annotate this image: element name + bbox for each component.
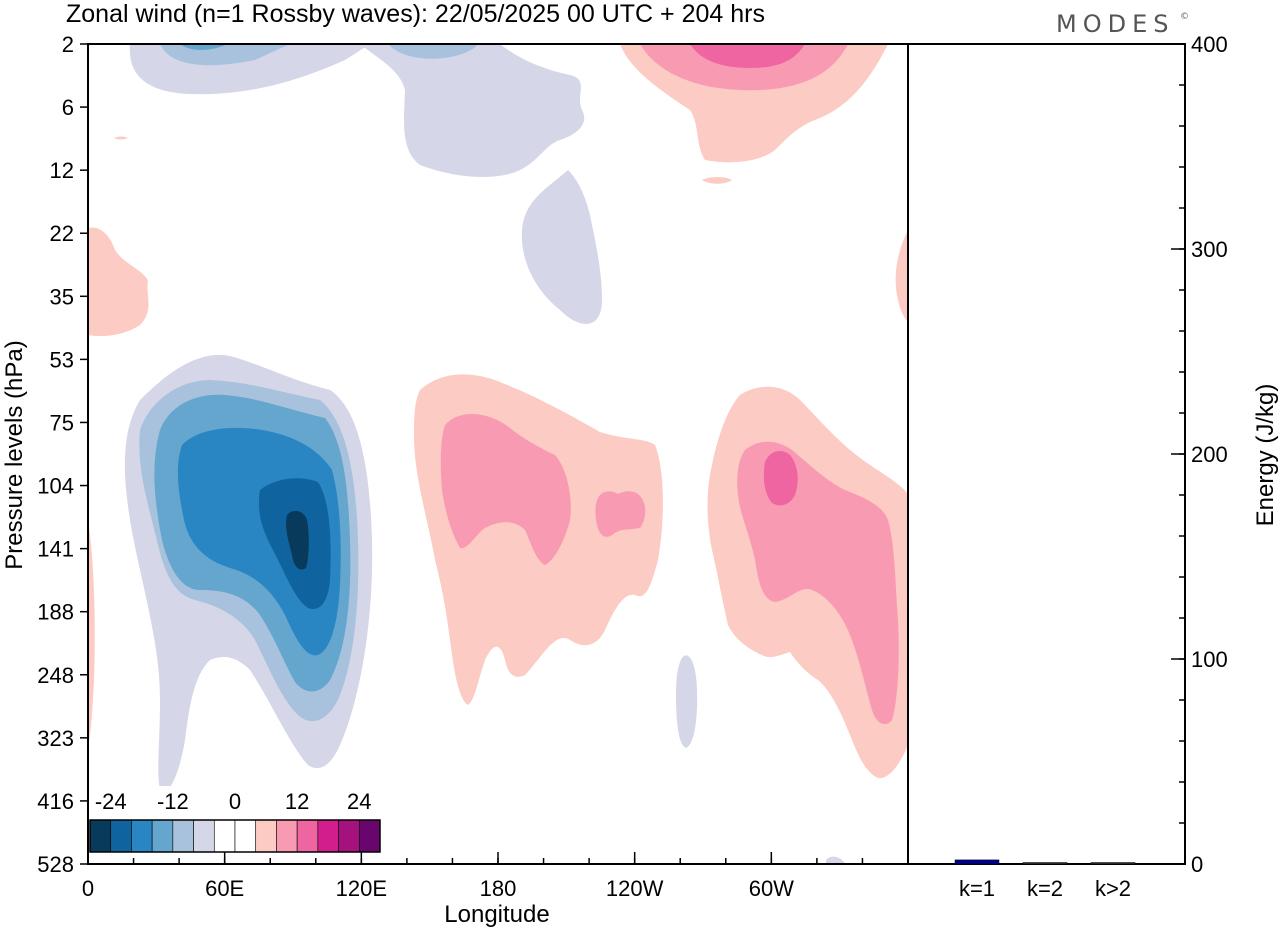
x-tick-label: 0 (82, 876, 94, 901)
colorbar-cell (213, 819, 236, 853)
y-tick-label: 323 (37, 726, 74, 751)
x-tick-label: 60W (749, 876, 794, 901)
colorbar-cells (89, 819, 381, 853)
contour-pos-top-3 (690, 44, 805, 68)
colorbar-cell (317, 819, 339, 853)
colorbar-label: 12 (285, 789, 309, 814)
y-tick-label: 53 (50, 347, 74, 372)
y-tick-label: 104 (37, 474, 74, 499)
y-tick-label: 12 (50, 158, 74, 183)
colorbar-label: 0 (229, 789, 241, 814)
contour-neg-drip (521, 170, 602, 324)
y-axis: 2 6 12 22 35 53 75 104 141 188 248 323 416 528 (37, 32, 88, 877)
energy-axis: 0 100 200 300 400 (1171, 32, 1228, 877)
energy-axis-label: Energy (J/kg) (1252, 384, 1279, 527)
colorbar-cell (234, 819, 257, 853)
contour-pos-180-2 (440, 413, 571, 565)
y-tick-label: 141 (37, 537, 74, 562)
contour-neg-core (286, 510, 309, 570)
energy-bar-label: k=1 (959, 876, 995, 901)
contour-pos-180-3 (595, 491, 646, 537)
colorbar-cell (255, 819, 277, 853)
colorbar-labels: -24 -12 0 12 24 (95, 789, 372, 814)
energy-bar-label: k=2 (1027, 876, 1063, 901)
y-tick-label: 528 (37, 852, 74, 877)
contour-neg-top-mid-2 (388, 44, 478, 59)
contour-pos-sliver (702, 177, 732, 184)
contour-pos-right-edge (895, 230, 908, 322)
contour-neg-isolated (676, 655, 698, 748)
contour-neg-top-mid (360, 44, 585, 177)
energy-bars: k=1 k=2 k>2 (954, 859, 1136, 901)
y-tick-label: 35 (50, 284, 74, 309)
y-tick-label: 248 (37, 663, 74, 688)
x-axis: 0 60E 120E 180 120W 60W (82, 852, 909, 901)
x-tick-label: 120W (606, 876, 664, 901)
colorbar-cell (89, 819, 112, 853)
colorbar-label: 24 (347, 789, 371, 814)
energy-tick-label: 200 (1191, 442, 1228, 467)
brand-logo: MODES (1056, 10, 1174, 38)
energy-tick-label: 0 (1191, 852, 1203, 877)
colorbar-cell (276, 819, 298, 853)
energy-bar-label: k>2 (1095, 876, 1131, 901)
colorbar-cell (110, 819, 132, 853)
y-tick-label: 6 (62, 95, 74, 120)
colorbar-cell (296, 819, 319, 853)
contour-pos-left-low (88, 520, 95, 745)
y-tick-label: 75 (50, 410, 74, 435)
energy-bar (1022, 862, 1068, 865)
colorbar-label: -24 (95, 789, 127, 814)
colorbar-cell (338, 819, 360, 853)
bar-plot-frame (907, 43, 1186, 865)
y-axis-label: Pressure levels (hPa) (1, 340, 28, 569)
contour-pos-60w-3 (763, 450, 798, 506)
x-tick-label: 60E (205, 876, 244, 901)
x-tick-label: 180 (480, 876, 517, 901)
energy-bar (1090, 862, 1136, 865)
y-tick-label: 188 (37, 600, 74, 625)
colorbar-cell (358, 819, 381, 853)
energy-bar (954, 859, 1000, 865)
colorbar: -24 -12 0 12 24 (88, 786, 388, 864)
contour-neg-bottom (826, 856, 845, 864)
x-tick-label: 120E (336, 876, 387, 901)
y-tick-label: 22 (50, 221, 74, 246)
chart-title: Zonal wind (n=1 Rossby waves): 22/05/202… (66, 0, 765, 28)
colorbar-cell (172, 819, 194, 853)
energy-tick-label: 400 (1191, 32, 1228, 57)
contour-field (88, 44, 908, 864)
energy-tick-label: 300 (1191, 237, 1228, 262)
colorbar-cell (131, 819, 153, 853)
contour-pos-left-mid (88, 227, 149, 337)
contour-pos-60w-2 (737, 441, 899, 725)
y-tick-label: 2 (62, 32, 74, 57)
y-tick-label: 416 (37, 789, 74, 814)
energy-tick-label: 100 (1191, 647, 1228, 672)
contour-neg-top-left-2 (160, 44, 290, 66)
contour-pos-dot (114, 136, 128, 140)
x-axis-label: Longitude (444, 901, 549, 928)
colorbar-cell (151, 819, 174, 853)
brand-mark: © (1180, 12, 1189, 22)
contour-neg-top-left-3 (180, 44, 228, 50)
colorbar-label: -12 (157, 789, 189, 814)
colorbar-border (89, 819, 381, 853)
colorbar-cell (193, 819, 215, 853)
